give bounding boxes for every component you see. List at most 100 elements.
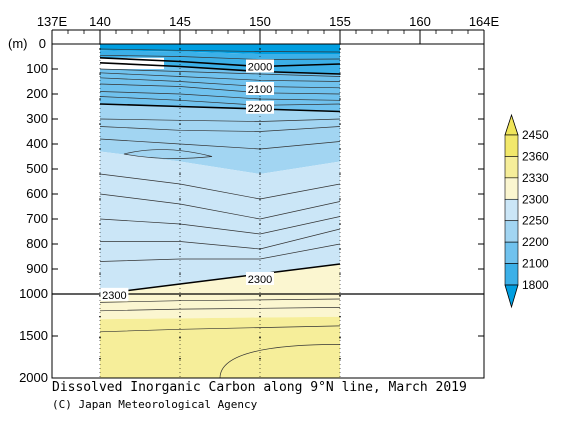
colorbar-legend: 2450 2360 2330 2300 2250 2200 2100 1800 xyxy=(504,113,549,309)
sample-point xyxy=(179,294,181,297)
colorbar-label: 2250 xyxy=(522,214,549,228)
contour-line-2 xyxy=(99,68,341,77)
missing-data-patch xyxy=(100,57,164,69)
sample-point xyxy=(99,336,101,339)
y-tick-label: 400 xyxy=(26,136,48,151)
x-axis: 137E 140 145 150 155 160 164E xyxy=(37,14,500,44)
contour-line-17 xyxy=(99,307,341,312)
sample-point xyxy=(99,273,101,275)
sample-point xyxy=(339,357,341,360)
sample-point xyxy=(259,173,261,175)
contour-line-0 xyxy=(99,48,341,53)
colorbar-label: 2200 xyxy=(522,235,549,249)
contour-label-bg xyxy=(246,272,274,285)
colorbar-segment xyxy=(504,134,519,157)
x-tick-label: 155 xyxy=(329,14,351,29)
y-tick-label: 1500 xyxy=(19,328,48,343)
contour-line-7 xyxy=(99,96,341,106)
x-tick-label: 164E xyxy=(469,14,500,29)
sample-point xyxy=(339,336,341,339)
colorbar-upper-arrow xyxy=(504,113,519,136)
fill-band-3 xyxy=(100,104,340,174)
sample-point xyxy=(179,98,181,100)
sample-point xyxy=(99,294,101,297)
contour-line-16 xyxy=(99,298,341,303)
contour-label-0: 2000 xyxy=(248,62,272,74)
sample-point xyxy=(179,173,181,175)
contour-line-4 xyxy=(99,77,341,89)
x-tick-label: 160 xyxy=(409,14,431,29)
colorbar-segment xyxy=(504,263,519,286)
contour-deep xyxy=(219,344,341,379)
contour-major-0 xyxy=(99,57,341,68)
contour-line-12 xyxy=(99,193,341,220)
sample-point xyxy=(259,98,261,100)
colorbar-label: 2450 xyxy=(522,128,549,142)
fill-band-7 xyxy=(100,316,340,378)
x-tick-label: 150 xyxy=(249,14,271,29)
sample-point xyxy=(339,198,341,200)
plot-border xyxy=(51,43,485,379)
sample-point xyxy=(339,98,341,100)
sample-point xyxy=(339,73,341,75)
contour-label-4: 2300 xyxy=(102,290,126,302)
sample-point xyxy=(179,336,181,339)
contour-line-13 xyxy=(99,216,341,235)
sample-point xyxy=(259,73,261,75)
sample-point xyxy=(99,73,101,75)
contour-line-14 xyxy=(100,228,341,250)
x-tick-label: 145 xyxy=(169,14,191,29)
colorbar-segment xyxy=(504,177,519,200)
contour-label-3: 2300 xyxy=(248,274,272,286)
y-tick-label-zero: 0 xyxy=(39,36,46,51)
colorbar-label: 2100 xyxy=(522,257,549,271)
fill-band-6 xyxy=(100,294,340,320)
sample-point xyxy=(179,273,181,275)
contour-closed xyxy=(123,149,213,159)
y-axis: 100 200 300 400 500 600 700 800 900 1000 1500 2000 0… xyxy=(8,36,484,385)
sample-point xyxy=(179,198,181,200)
sample-point xyxy=(179,73,181,75)
sample-point xyxy=(259,336,261,339)
y-tick-label: 500 xyxy=(26,161,48,176)
sample-point xyxy=(259,357,261,360)
contour-line-3 xyxy=(99,72,341,82)
credit-line: (C) Japan Meteorological Agency xyxy=(52,398,258,411)
colorbar-label: 2300 xyxy=(522,192,549,206)
y-tick-label: 700 xyxy=(26,211,48,226)
sample-point xyxy=(99,98,101,100)
colorbar-label: 1800 xyxy=(522,278,549,292)
colorbar-segment xyxy=(504,198,519,222)
y-tick-label: 600 xyxy=(26,186,48,201)
y-tick-label: 1000 xyxy=(19,286,48,301)
contour-major-3 xyxy=(99,263,341,295)
contour-label-bg xyxy=(100,287,129,301)
chart-title: Dissolved Inorganic Carbon along 9°N lin… xyxy=(52,380,467,395)
colorbar-segment xyxy=(504,241,519,264)
sample-point xyxy=(339,294,341,297)
y-tick-label: 800 xyxy=(26,236,48,251)
sample-point xyxy=(179,357,181,360)
station-sample-points xyxy=(99,44,341,378)
contour-label-1: 2100 xyxy=(248,84,272,96)
y-tick-label: 2000 xyxy=(19,370,48,385)
contour-line-18 xyxy=(99,325,341,333)
sample-point xyxy=(339,173,341,175)
y-tick-label: 900 xyxy=(26,261,48,276)
colorbar-segment xyxy=(504,156,519,179)
fill-band-4 xyxy=(100,151,340,294)
contour-major-2 xyxy=(99,103,341,113)
contour-line-10 xyxy=(99,138,341,150)
contour-line-11 xyxy=(99,173,341,200)
colorbar-lower-arrow xyxy=(504,284,519,309)
y-tick-label: 200 xyxy=(26,86,48,101)
colorbar-label: 2330 xyxy=(522,171,549,185)
contour-line-9 xyxy=(99,126,341,132)
y-unit-label: (m) xyxy=(8,36,28,51)
sample-point xyxy=(99,173,101,175)
contour-line-1 xyxy=(99,54,341,60)
colorbar-segment xyxy=(504,220,519,243)
x-tick-label: 140 xyxy=(89,14,111,29)
contour-line-15 xyxy=(99,243,341,262)
